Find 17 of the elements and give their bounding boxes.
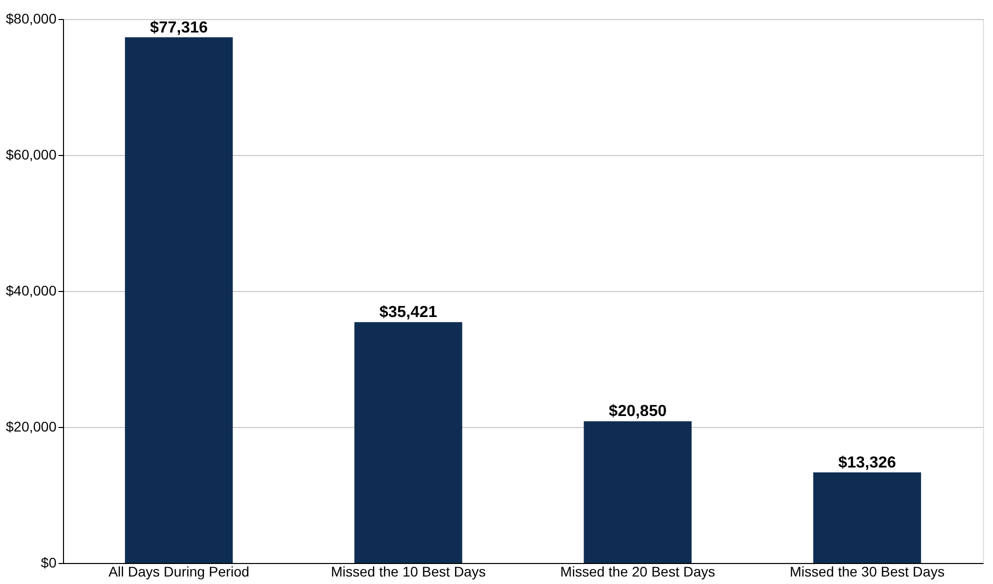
data-label: $35,421: [379, 304, 438, 322]
data-label: $13,326: [838, 454, 896, 472]
bar: [584, 421, 692, 563]
bar: [813, 472, 922, 563]
x-tick-label: Missed the 30 Best Days: [790, 564, 945, 580]
y-tick-label: $0: [40, 554, 57, 570]
x-tick-label: All Days During Period: [108, 564, 250, 580]
y-tick-label: $20,000: [6, 418, 57, 434]
bar: [124, 37, 233, 563]
data-label: $20,850: [608, 403, 667, 420]
bar: [354, 322, 462, 563]
x-tick-label: Missed the 20 Best Days: [560, 564, 716, 580]
x-tick-label: Missed the 10 Best Days: [330, 564, 486, 580]
y-tick-label: $60,000: [6, 146, 57, 162]
data-label: $77,316: [150, 19, 208, 36]
y-tick-label: $40,000: [6, 282, 57, 298]
y-tick-label: $80,000: [6, 10, 57, 26]
